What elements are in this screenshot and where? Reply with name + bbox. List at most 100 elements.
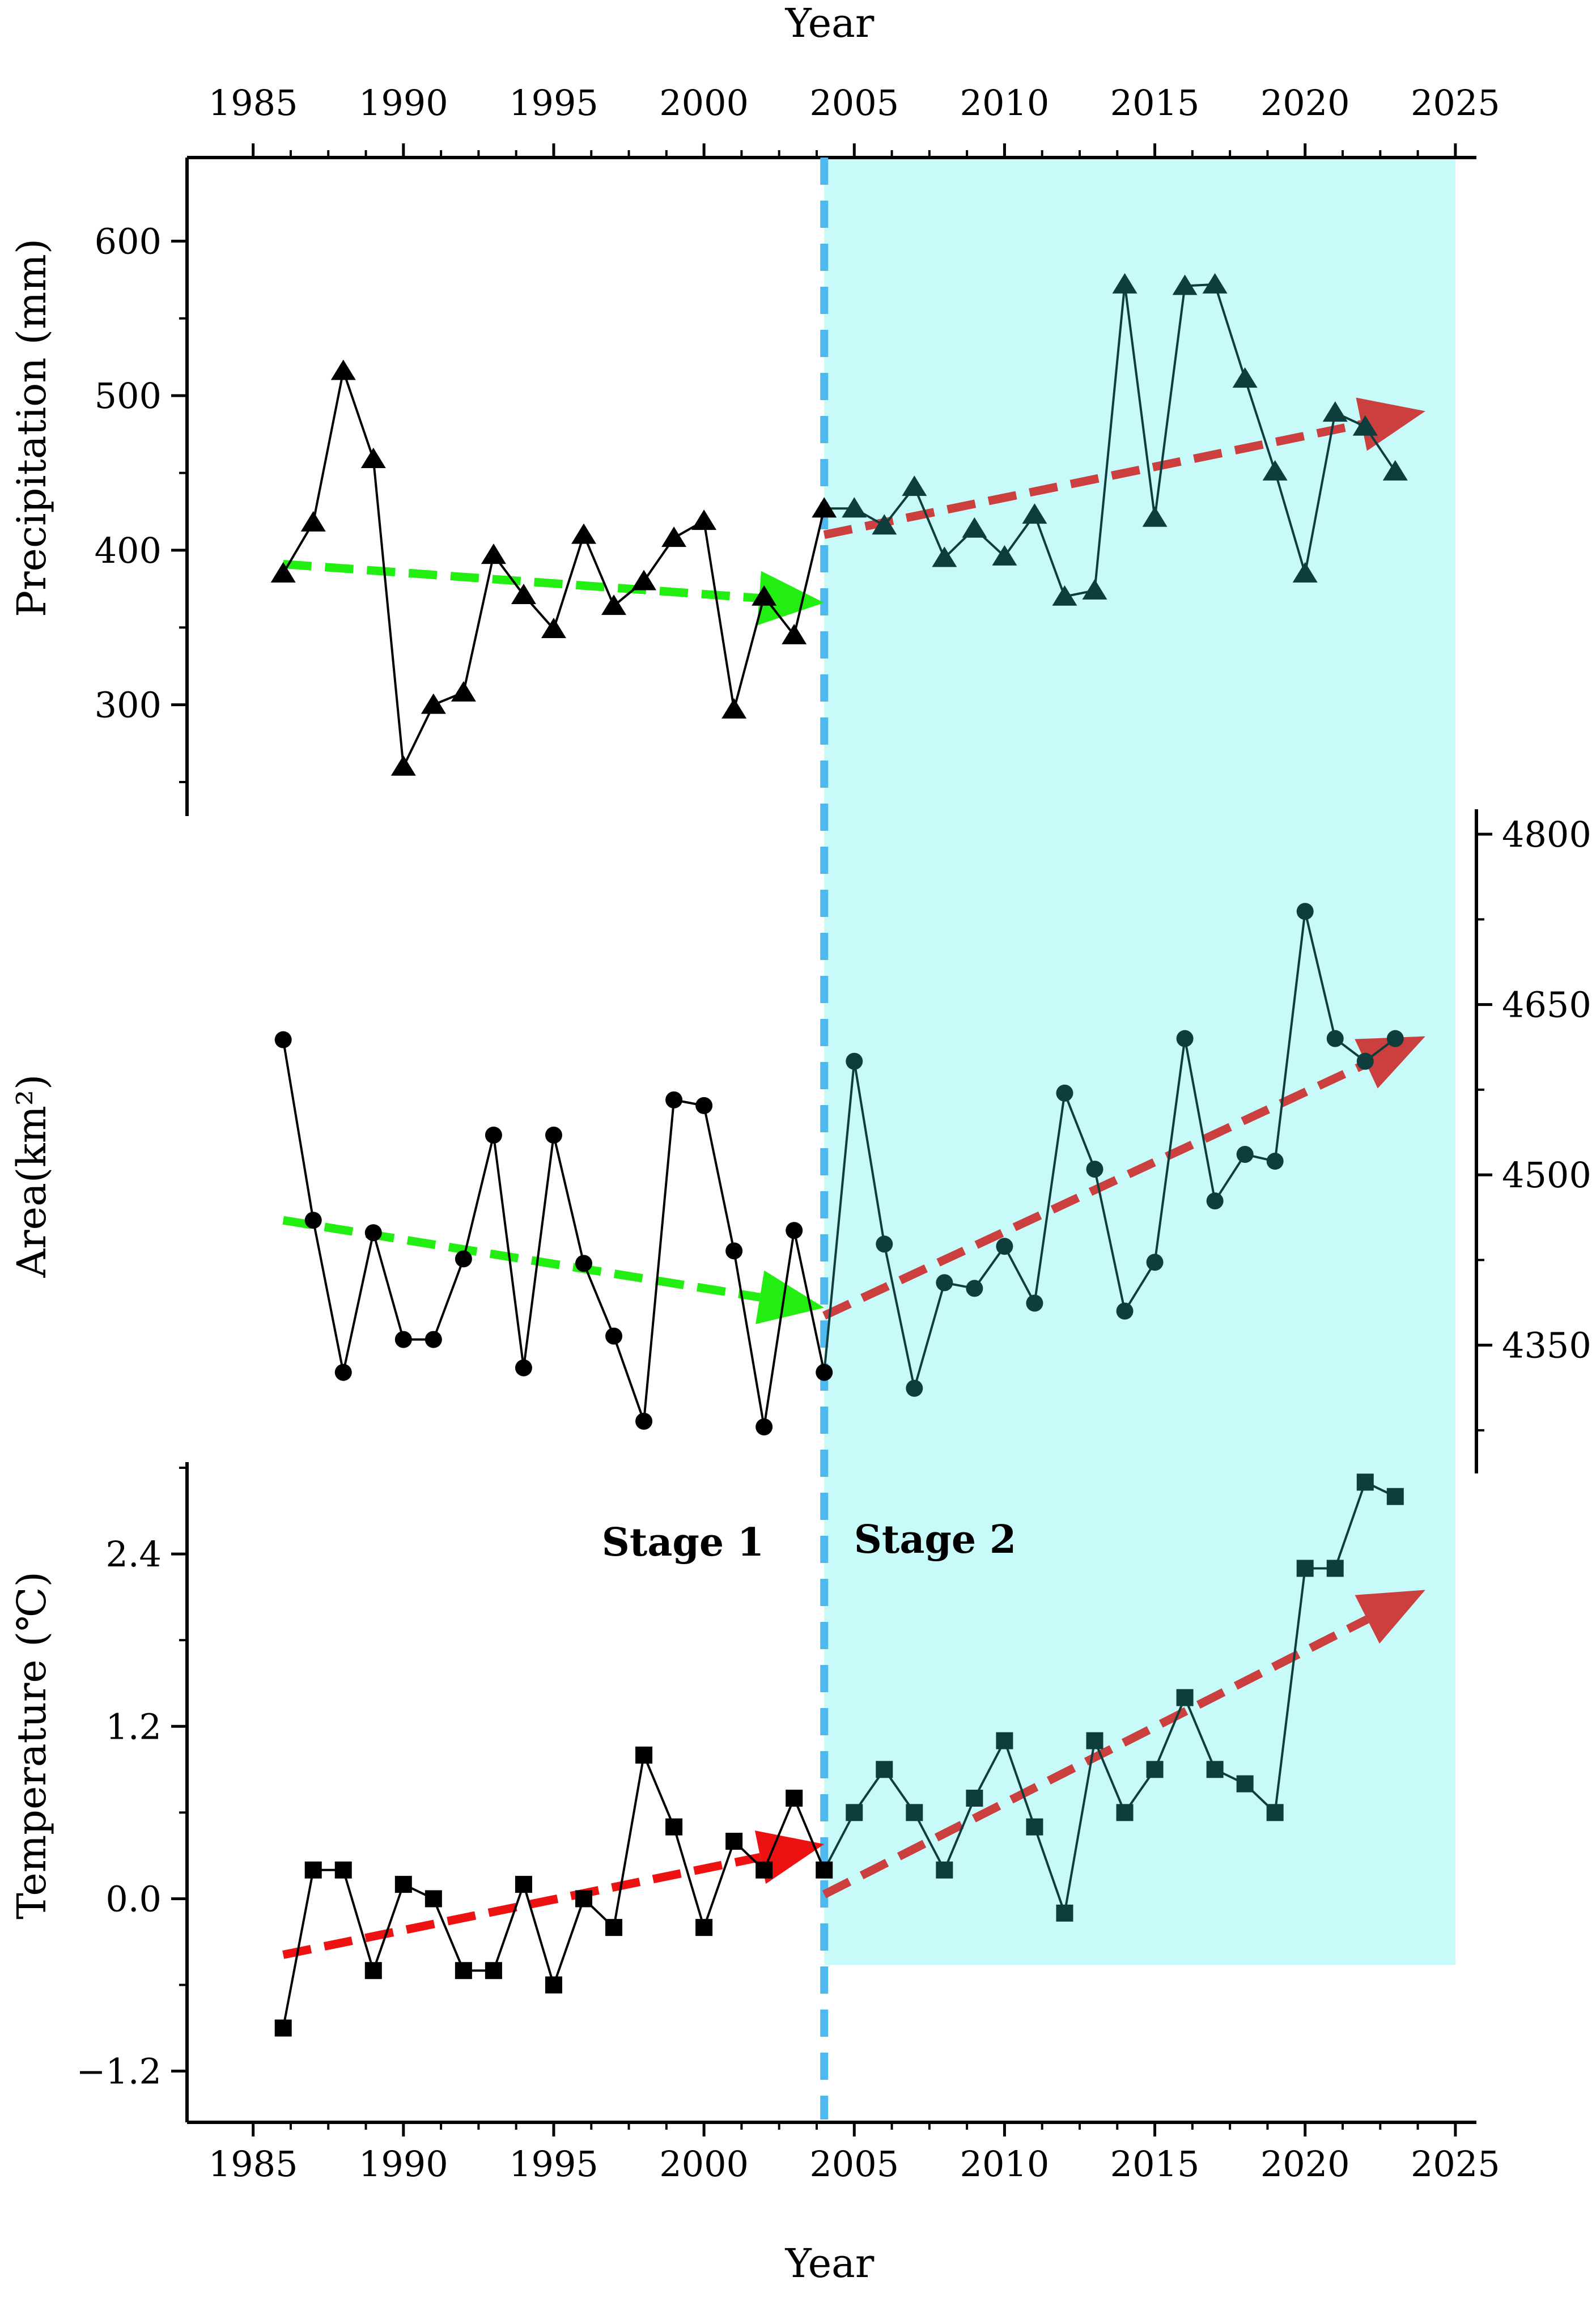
area-y-tick-label: 4500 bbox=[1502, 1154, 1591, 1196]
data-point-circle bbox=[605, 1327, 623, 1345]
data-point-circle bbox=[1146, 1254, 1164, 1271]
temperature-series-segment bbox=[282, 1870, 315, 2028]
data-point-triangle bbox=[1322, 401, 1348, 422]
data-point-square bbox=[635, 1746, 653, 1764]
data-point-circle bbox=[966, 1280, 983, 1297]
data-point-circle bbox=[1176, 1030, 1194, 1047]
x-top-tick-label: 2000 bbox=[659, 82, 749, 124]
data-point-triangle bbox=[1292, 562, 1318, 583]
data-point-triangle bbox=[842, 497, 867, 518]
data-point-circle bbox=[1386, 1030, 1404, 1047]
data-point-triangle bbox=[390, 755, 416, 776]
area-series-segment bbox=[1093, 1169, 1126, 1311]
data-point-square bbox=[846, 1804, 863, 1821]
area-y-tick-label: 4650 bbox=[1502, 984, 1591, 1026]
temperature-series-segment bbox=[763, 1798, 796, 1871]
data-point-triangle bbox=[902, 475, 927, 496]
area-stage-1-trend-head bbox=[755, 1270, 825, 1324]
data-point-circle bbox=[485, 1126, 502, 1144]
data-point-circle bbox=[545, 1126, 562, 1144]
precipitation-series-segment bbox=[1243, 378, 1276, 472]
data-point-triangle bbox=[1202, 273, 1228, 294]
data-point-square bbox=[1086, 1732, 1103, 1749]
data-point-triangle bbox=[601, 594, 627, 615]
data-point-square bbox=[1326, 1560, 1344, 1577]
data-point-circle bbox=[725, 1242, 743, 1260]
precipitation-y-tick-label: 400 bbox=[95, 530, 162, 571]
data-point-square bbox=[1176, 1689, 1194, 1706]
data-point-circle bbox=[936, 1274, 953, 1292]
data-point-square bbox=[665, 1818, 683, 1836]
temperature-series-segment bbox=[673, 1826, 706, 1928]
data-point-square bbox=[425, 1890, 442, 1908]
x-bottom-tick-label: 1985 bbox=[209, 2143, 298, 2185]
data-point-triangle bbox=[691, 509, 717, 530]
data-point-circle bbox=[455, 1250, 472, 1268]
data-point-triangle bbox=[360, 448, 386, 468]
data-point-circle bbox=[635, 1412, 653, 1430]
data-point-circle bbox=[665, 1091, 683, 1108]
temperature-series-segment bbox=[613, 1755, 646, 1928]
data-point-triangle bbox=[1352, 415, 1378, 436]
x-top-tick-label: 2015 bbox=[1110, 82, 1200, 124]
stage-1-label: Stage 1 bbox=[602, 1520, 764, 1565]
data-point-circle bbox=[425, 1331, 442, 1348]
data-point-square bbox=[575, 1890, 592, 1908]
temperature-series-segment bbox=[1274, 1568, 1306, 1813]
temperature-series bbox=[274, 1473, 1404, 2037]
data-point-square bbox=[936, 1861, 953, 1879]
data-point-circle bbox=[364, 1224, 382, 1242]
data-point-circle bbox=[1026, 1294, 1043, 1312]
data-point-circle bbox=[274, 1031, 292, 1048]
stage-2-label: Stage 2 bbox=[854, 1517, 1016, 1562]
data-point-square bbox=[274, 2019, 292, 2037]
temperature-series-segment bbox=[643, 1755, 675, 1828]
data-point-circle bbox=[1236, 1146, 1254, 1163]
area-series-segment bbox=[1213, 1153, 1246, 1202]
area-series-segment bbox=[372, 1232, 405, 1340]
temperature-series-segment bbox=[943, 1798, 976, 1871]
area-stage-1-trend-shaft bbox=[282, 1216, 761, 1302]
area-series-segment bbox=[763, 1230, 796, 1428]
precipitation-series-segment bbox=[1123, 284, 1156, 518]
data-point-square bbox=[1296, 1560, 1314, 1577]
data-point-triangle bbox=[932, 546, 957, 567]
data-point-triangle bbox=[541, 618, 566, 638]
area-series-segment bbox=[1304, 911, 1336, 1039]
temperature-series-segment bbox=[553, 1898, 585, 1986]
data-point-circle bbox=[996, 1238, 1013, 1255]
data-point-circle bbox=[394, 1331, 412, 1348]
data-point-triangle bbox=[992, 545, 1017, 566]
area-series-segment bbox=[1123, 1261, 1156, 1312]
precipitation-y-tick-label: 600 bbox=[95, 220, 162, 262]
temperature-y-tick-label: 0.0 bbox=[105, 1878, 162, 1919]
data-point-square bbox=[545, 1976, 562, 1994]
precipitation-stage-2-trend-shaft bbox=[823, 420, 1362, 539]
precipitation-series-segment bbox=[1274, 471, 1306, 574]
data-point-square bbox=[695, 1919, 713, 1936]
data-point-circle bbox=[1326, 1030, 1344, 1047]
x-bottom-tick-label: 2010 bbox=[960, 2143, 1050, 2185]
data-point-square bbox=[1266, 1804, 1284, 1821]
data-point-triangle bbox=[1232, 367, 1258, 388]
area-series-segment bbox=[522, 1135, 555, 1368]
area-series-segment bbox=[1274, 911, 1306, 1162]
area-series-segment bbox=[553, 1135, 585, 1264]
data-point-triangle bbox=[872, 514, 897, 535]
precipitation-series-segment bbox=[1033, 514, 1066, 597]
x-bottom-tick-label: 2025 bbox=[1411, 2143, 1500, 2185]
temperature-axis-title: Temperature (℃) bbox=[9, 1571, 55, 1919]
data-point-triangle bbox=[1022, 503, 1047, 524]
area-series-segment bbox=[913, 1282, 946, 1389]
data-point-square bbox=[394, 1876, 412, 1893]
data-point-square bbox=[304, 1861, 322, 1879]
temperature-series-segment bbox=[913, 1812, 946, 1871]
data-point-circle bbox=[1056, 1084, 1073, 1102]
precipitation-stage-1-trend-head bbox=[757, 571, 825, 626]
temperature-stage-2-trend-shaft bbox=[822, 1615, 1369, 1898]
data-point-circle bbox=[1266, 1153, 1284, 1170]
x-top-tick-label: 2025 bbox=[1411, 82, 1500, 124]
data-point-square bbox=[906, 1804, 923, 1821]
precipitation-series-segment bbox=[402, 704, 435, 767]
precipitation-series-segment bbox=[793, 508, 826, 636]
